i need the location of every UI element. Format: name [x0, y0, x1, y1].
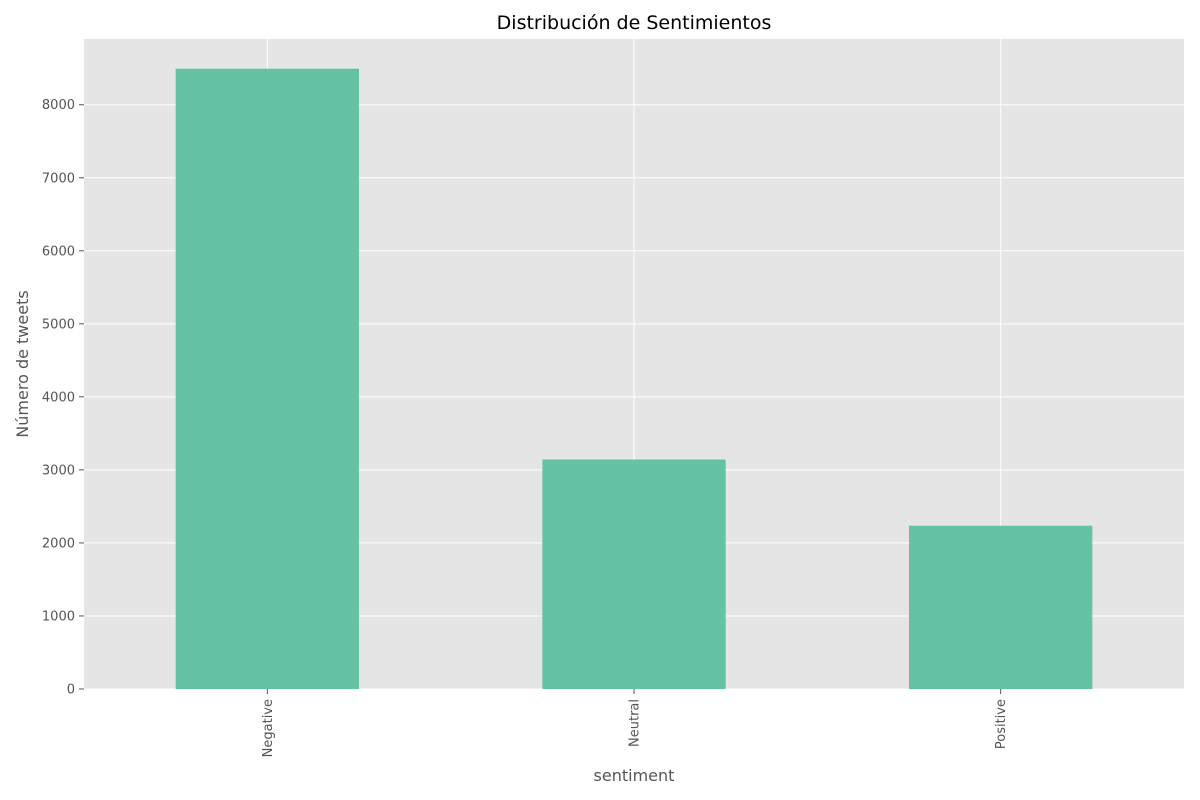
y-tick-label: 1000 [42, 609, 75, 624]
x-tick-label: Negative [261, 699, 276, 757]
x-tick-label: Positive [994, 699, 1009, 749]
bar-negative [175, 68, 359, 689]
y-tick-label: 0 [67, 683, 75, 698]
y-tick-label: 3000 [42, 463, 75, 478]
y-tick-label: 2000 [42, 536, 75, 551]
bar-positive [909, 525, 1093, 689]
y-tick-label: 5000 [42, 317, 75, 332]
bars [175, 68, 1093, 689]
bar-neutral [542, 459, 726, 689]
x-tick-label: Neutral [628, 699, 643, 747]
axis-ticks: 0 1000 2000 3000 4000 5000 6000 7000 8000 Negativ… [42, 98, 1009, 757]
y-tick-label: 6000 [42, 244, 75, 259]
y-tick-label: 8000 [42, 98, 75, 113]
chart-title: Distribución de Sentimientos [497, 12, 772, 34]
y-tick-label: 7000 [42, 171, 75, 186]
y-tick-label: 4000 [42, 390, 75, 405]
y-axis-label: Número de tweets [13, 290, 32, 437]
x-axis-label: sentiment [594, 766, 675, 785]
